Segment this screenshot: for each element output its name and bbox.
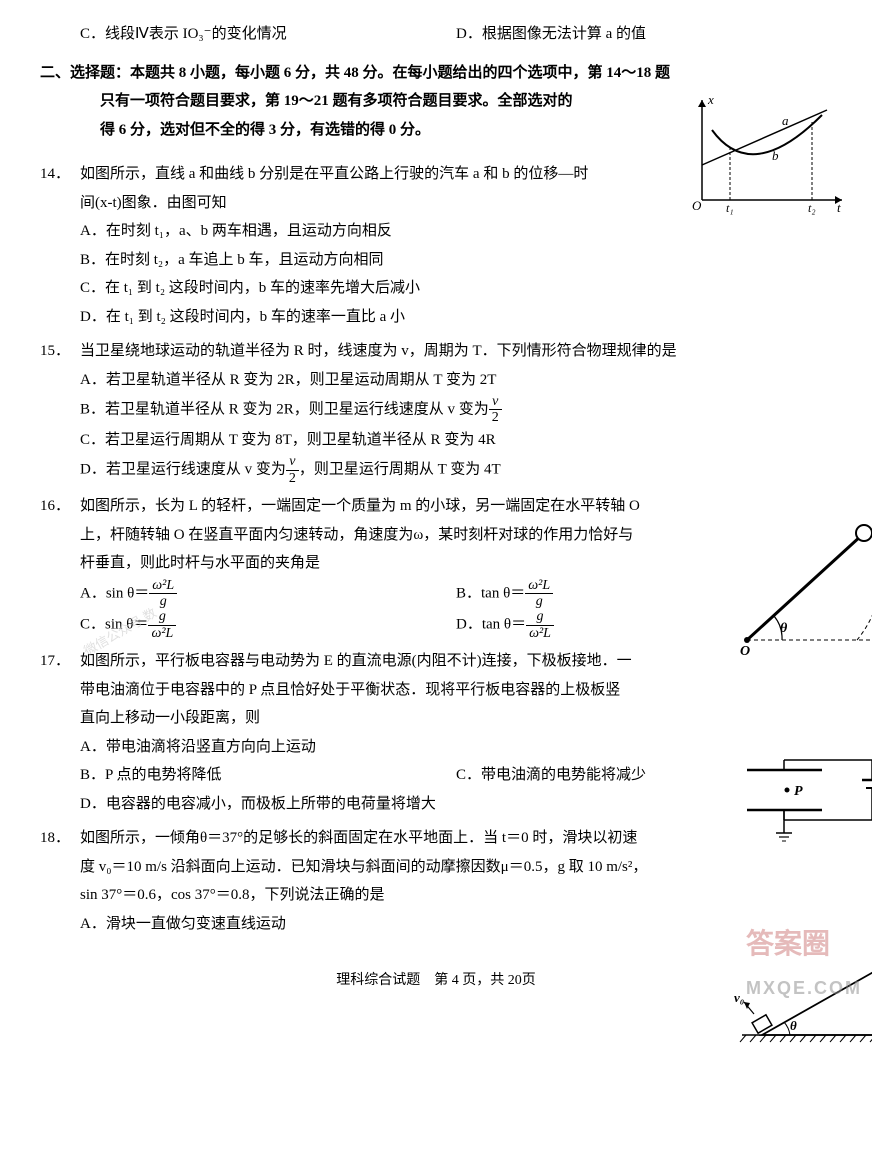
q16-figure: θ O — [732, 520, 872, 660]
svg-text:O: O — [692, 198, 702, 213]
section-line1: 二、选择题：本题共 8 小题，每小题 6 分，共 48 分。在每小题给出的四个选… — [40, 65, 670, 81]
svg-text:θ: θ — [780, 621, 788, 636]
svg-text:t: t — [837, 200, 841, 215]
question-15: 15． 当卫星绕地球运动的轨道半径为 R 时，线速度为 v，周期为 T．下列情形… — [40, 337, 832, 486]
q16-stem: 如图所示，长为 L 的轻杆，一端固定一个质量为 m 的小球，另一端固定在水平转轴… — [40, 492, 832, 578]
q15-num: 15． — [40, 337, 80, 366]
q17-num: 17． — [40, 647, 80, 676]
svg-text:v₀: v₀ — [734, 990, 744, 1005]
q18-num: 18． — [40, 824, 80, 853]
svg-text:t₂: t₂ — [808, 201, 816, 215]
q14-opt-a: A．在时刻 t₁，a、b 两车相遇，且运动方向相反 — [40, 217, 832, 246]
svg-text:t₁: t₁ — [726, 201, 734, 215]
option-c: C．线段Ⅳ表示 IO₃⁻的变化情况 — [80, 20, 456, 49]
watermark: 答案圈 MXQE.COM — [746, 917, 862, 1004]
q14-opt-d: D．在 t₁ 到 t₂ 这段时间内，b 车的速率一直比 a 小 — [40, 303, 832, 332]
q17-opt-a: A．带电油滴将沿竖直方向向上运动 — [40, 733, 832, 762]
svg-text:x: x — [707, 92, 714, 107]
q18-opt-a: A．滑块一直做匀变速直线运动 — [40, 910, 832, 939]
q14-num: 14． — [40, 160, 80, 189]
q17-figure: P E — [732, 755, 872, 855]
q15-stem: 当卫星绕地球运动的轨道半径为 R 时，线速度为 v，周期为 T．下列情形符合物理… — [40, 337, 832, 366]
wm-line1: 答案圈 — [746, 917, 862, 970]
q17-stem: 如图所示，平行板电容器与电动势为 E 的直流电源(内阻不计)连接，下极板接地．一… — [40, 647, 832, 733]
wm-line2: MXQE.COM — [746, 971, 862, 1005]
q14-opt-b: B．在时刻 t₂，a 车追上 b 车，且运动方向相同 — [40, 246, 832, 275]
question-17: 17． 如图所示，平行板电容器与电动势为 E 的直流电源(内阻不计)连接，下极板… — [40, 647, 832, 818]
q15-opt-c: C．若卫星运行周期从 T 变为 8T，则卫星轨道半径从 R 变为 4R — [40, 426, 832, 455]
q18-stem: 如图所示，一倾角θ＝37°的足够长的斜面固定在水平地面上．当 t＝0 时，滑块以… — [40, 824, 832, 910]
question-14: 14． 如图所示，直线 a 和曲线 b 分别是在平直公路上行驶的汽车 a 和 b… — [40, 160, 832, 331]
svg-text:P: P — [794, 784, 803, 799]
q14-figure: O t₁ t₂ t x a b — [682, 90, 852, 220]
svg-text:b: b — [772, 148, 779, 163]
q15-opt-d: D．若卫星运行线速度从 v 变为v2，则卫星运行周期从 T 变为 4T — [40, 454, 832, 486]
svg-text:θ: θ — [790, 1018, 797, 1033]
prev-question-options: C．线段Ⅳ表示 IO₃⁻的变化情况 D．根据图像无法计算 a 的值 — [40, 20, 832, 49]
question-18: 18． 如图所示，一倾角θ＝37°的足够长的斜面固定在水平地面上．当 t＝0 时… — [40, 824, 832, 938]
q16-row1: A．sin θ＝ω²Lg B．tan θ＝ω²Lg — [40, 578, 832, 610]
q15-opt-a: A．若卫星轨道半径从 R 变为 2R，则卫星运动周期从 T 变为 2T — [40, 366, 832, 395]
q17-row-bc: B．P 点的电势将降低 C．带电油滴的电势能将减少 — [40, 761, 832, 790]
q15-opt-b: B．若卫星轨道半径从 R 变为 2R，则卫星运行线速度从 v 变为v2 — [40, 394, 832, 426]
q17-opt-b: B．P 点的电势将降低 — [80, 761, 456, 790]
q16-row2: C．sin θ＝gω²L D．tan θ＝gω²L — [40, 609, 832, 641]
svg-text:O: O — [740, 644, 750, 659]
q16-num: 16． — [40, 492, 80, 521]
option-d: D．根据图像无法计算 a 的值 — [456, 20, 832, 49]
q17-opt-d: D．电容器的电容减小，而极板上所带的电荷量将增大 — [40, 790, 832, 819]
q16-opt-a: A．sin θ＝ω²Lg — [80, 578, 456, 610]
svg-text:a: a — [782, 113, 789, 128]
q14-opt-c: C．在 t₁ 到 t₂ 这段时间内，b 车的速率先增大后减小 — [40, 274, 832, 303]
page-footer: 理科综合试题 第 4 页，共 20页 — [40, 968, 832, 995]
